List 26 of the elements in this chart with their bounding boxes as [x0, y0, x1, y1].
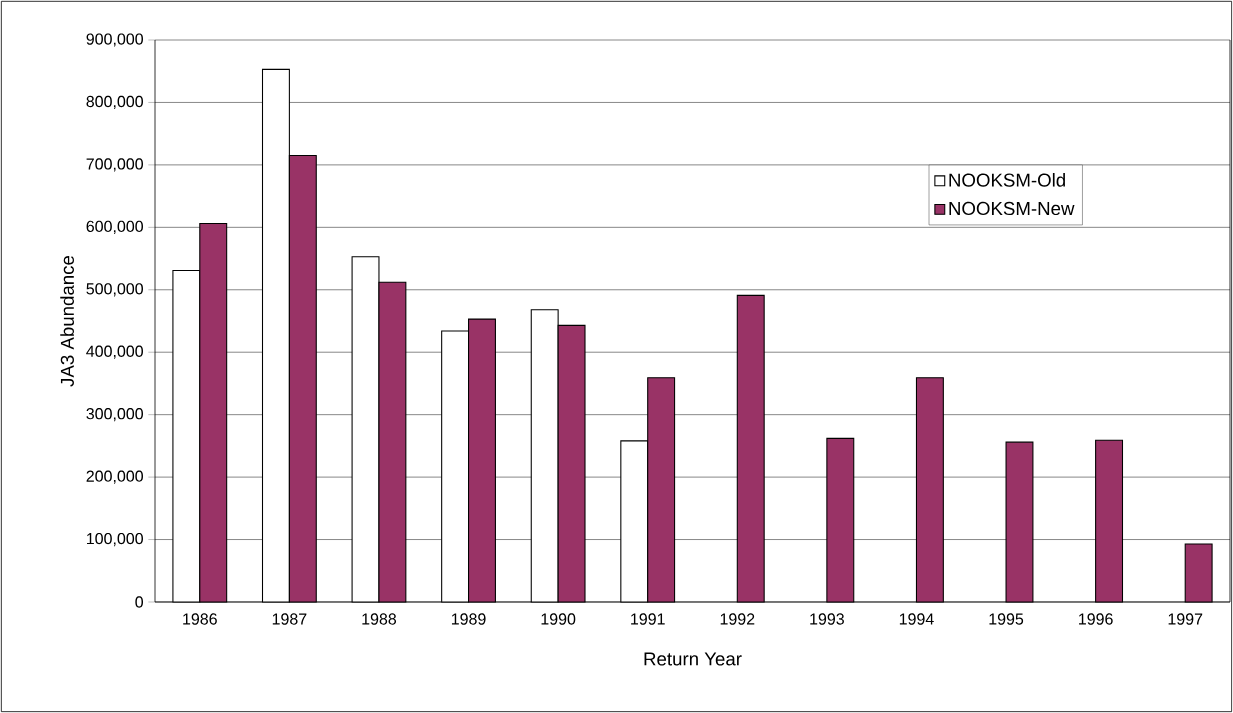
x-tick-label: 1989: [451, 613, 486, 625]
x-tick-label: 1991: [631, 613, 665, 625]
x-tick-label: 1997: [1168, 613, 1203, 625]
y-tick-label: 600,000: [86, 220, 143, 234]
y-tick-label: 900,000: [86, 33, 143, 47]
x-tick-label: 1996: [1079, 613, 1113, 625]
x-axis-title: Return Year: [644, 652, 742, 666]
y-tick-label: 200,000: [86, 470, 143, 484]
y-tick-label: 700,000: [86, 158, 143, 172]
y-tick-label: 300,000: [86, 408, 143, 422]
legend-label: NOOKSM-New: [949, 201, 1075, 216]
x-tick-label: 1987: [272, 613, 307, 625]
y-tick-label: 0: [135, 596, 144, 608]
y-tick-label: 100,000: [87, 532, 143, 547]
x-tick-label: 1986: [183, 613, 217, 625]
x-tick-label: 1994: [899, 613, 934, 625]
x-tick-label: 1992: [720, 613, 755, 625]
x-tick-label: 1988: [362, 613, 397, 625]
y-tick-label: 400,000: [86, 345, 143, 359]
x-tick-label: 1993: [810, 613, 844, 625]
y-tick-label: 500,000: [86, 283, 143, 297]
x-tick-label: 1990: [541, 613, 576, 625]
y-axis-title: JA3 Abundance: [60, 255, 74, 387]
x-tick-label: 1995: [989, 613, 1024, 625]
legend-label: NOOKSM-Old: [949, 173, 1065, 187]
y-tick-label: 800,000: [86, 95, 143, 110]
